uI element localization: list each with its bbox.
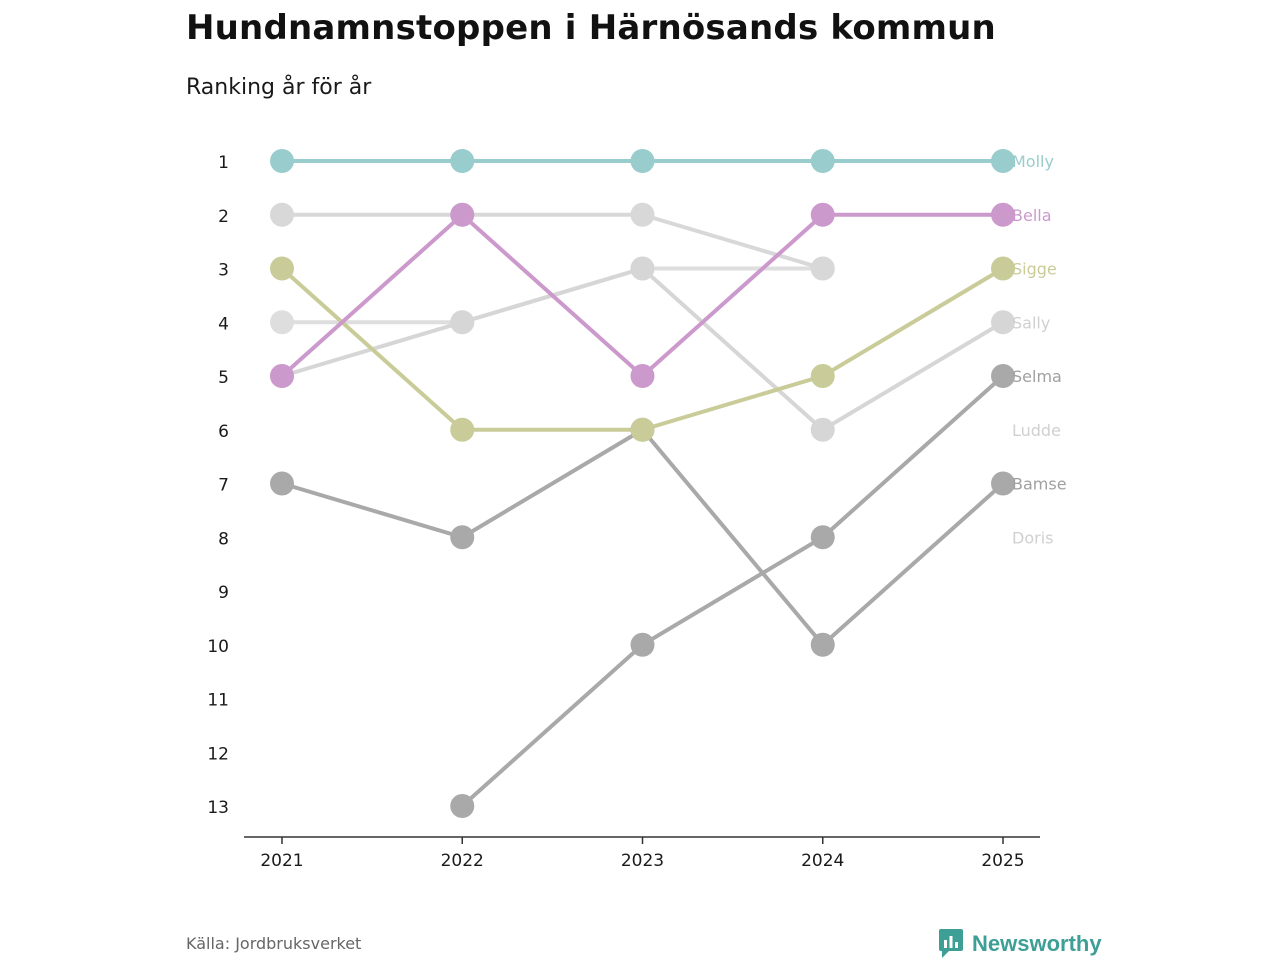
point-sigge-2024 (810, 364, 835, 388)
point-molly-2024 (810, 149, 835, 173)
series-line-ludde (280, 212, 825, 271)
point-doris-2021 (270, 310, 294, 335)
point-bella-2021 (270, 364, 294, 388)
point-bamse-2021 (270, 471, 294, 496)
point-sally-2022 (450, 310, 475, 335)
point-ludde-2024 (810, 256, 835, 281)
x-tick-label-2024: 2024 (801, 851, 844, 871)
series-points (270, 149, 1015, 818)
y-tick-label-7: 7 (218, 476, 229, 496)
point-ludde-2021 (270, 202, 294, 227)
end-label-selma: Selma (1012, 367, 1062, 386)
y-tick-label-6: 6 (218, 422, 229, 442)
point-molly-2025 (991, 149, 1015, 173)
chart-subtitle: Ranking år för år (186, 75, 372, 100)
brand-name: Newsworthy (972, 931, 1102, 956)
series-end-labels: Molly Bella Sigge Sally Selma Ludde Bamse Doris (1012, 152, 1067, 547)
newsworthy-logo-icon (939, 929, 963, 958)
end-label-bamse: Bamse (1012, 475, 1067, 494)
series-line-bamse (280, 427, 1005, 647)
y-tick-label-8: 8 (218, 529, 229, 549)
y-tick-label-1: 1 (218, 153, 229, 173)
end-label-ludde: Ludde (1012, 421, 1061, 440)
y-tick-label-10: 10 (207, 637, 229, 657)
point-bella-2025 (991, 202, 1015, 227)
x-tick-label-2025: 2025 (981, 851, 1024, 871)
point-ludde-2023 (630, 202, 655, 227)
point-sigge-2023 (630, 417, 655, 442)
point-selma-2022 (450, 794, 475, 818)
point-bamse-2024 (810, 632, 835, 657)
point-bella-2022 (450, 202, 475, 227)
series-line-sigge (280, 266, 1005, 432)
y-tick-label-4: 4 (218, 314, 229, 334)
end-label-sigge: Sigge (1012, 260, 1057, 279)
x-axis: 2021 2022 2023 2024 2025 (244, 836, 1040, 871)
x-tick-label-2021: 2021 (260, 851, 303, 871)
point-bella-2024 (810, 202, 835, 227)
point-bamse-2022 (450, 525, 475, 550)
point-selma-2023 (630, 632, 655, 657)
point-sally-2025 (991, 310, 1015, 335)
point-sigge-2022 (450, 417, 475, 442)
point-molly-2022 (450, 149, 475, 173)
point-sally-2024 (810, 417, 835, 442)
series-line-selma (460, 374, 1005, 808)
point-selma-2024 (810, 525, 835, 550)
end-label-molly: Molly (1012, 152, 1054, 171)
y-tick-label-5: 5 (218, 368, 229, 388)
end-label-bella: Bella (1012, 206, 1052, 225)
point-sigge-2021 (270, 256, 294, 281)
point-sigge-2025 (991, 256, 1015, 281)
y-tick-label-2: 2 (218, 207, 229, 227)
point-sally-2023 (630, 256, 655, 281)
y-tick-label-3: 3 (218, 261, 229, 281)
series-line-bella (280, 212, 1005, 378)
source-note: Källa: Jordbruksverket (186, 934, 362, 953)
chart-title: Hundnamnstoppen i Härnösands kommun (186, 8, 996, 48)
end-label-sally: Sally (1012, 313, 1050, 332)
point-molly-2021 (270, 149, 294, 173)
series-line-sally (280, 266, 1005, 432)
y-tick-label-11: 11 (207, 691, 229, 711)
point-bamse-2025 (991, 471, 1015, 496)
x-tick-label-2022: 2022 (441, 851, 484, 871)
x-tick-label-2023: 2023 (621, 851, 664, 871)
y-tick-label-13: 13 (207, 798, 229, 818)
point-selma-2025 (991, 364, 1015, 388)
y-tick-label-9: 9 (218, 583, 229, 603)
point-molly-2023 (630, 149, 655, 173)
end-label-doris: Doris (1012, 528, 1053, 547)
point-bella-2023 (630, 364, 655, 388)
brand-logo[interactable]: Newsworthy (938, 928, 1102, 960)
y-tick-label-12: 12 (207, 744, 229, 764)
